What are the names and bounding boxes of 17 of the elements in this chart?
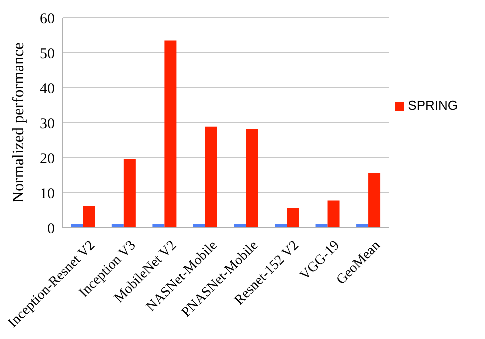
y-tick-label: 60 [40, 11, 55, 28]
y-tick-label: 40 [40, 81, 55, 98]
bar [328, 200, 340, 228]
y-tick-label: 30 [40, 116, 55, 132]
y-tick-label: 10 [40, 186, 55, 202]
y-tick-label: 20 [40, 151, 55, 168]
bar [368, 173, 381, 228]
bar [124, 159, 136, 228]
bar [287, 208, 299, 228]
legend-label: SPRING [408, 98, 458, 113]
y-tick-label: 50 [40, 46, 55, 62]
bar [246, 129, 258, 228]
bar [164, 40, 177, 228]
bar [83, 206, 96, 228]
bar [205, 126, 218, 228]
y-axis-title: Normalized performance [10, 42, 28, 203]
y-tick-label: 0 [48, 221, 55, 238]
